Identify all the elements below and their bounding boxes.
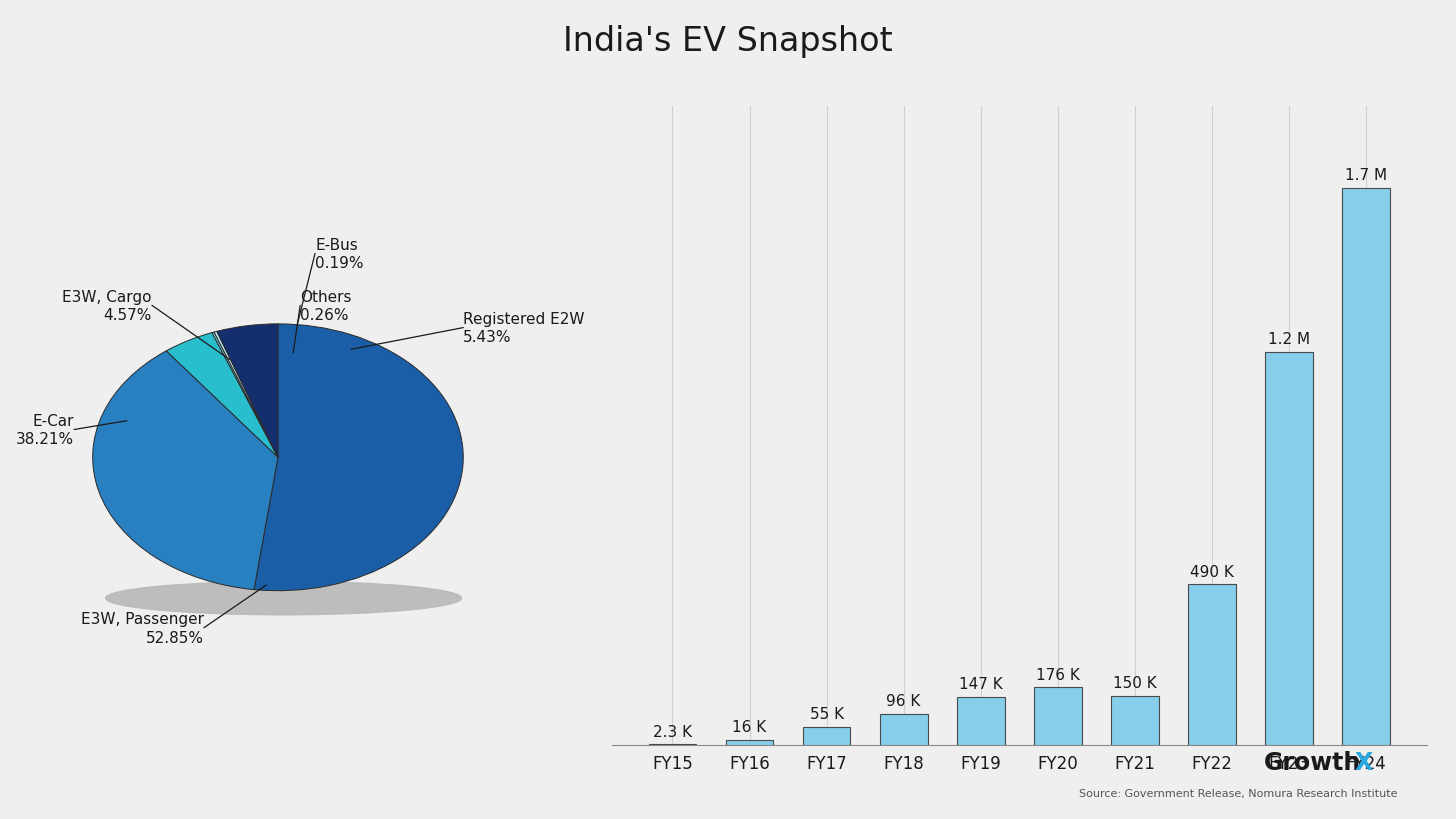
Text: E-Bus
0.19%: E-Bus 0.19% (314, 238, 364, 271)
Wedge shape (217, 324, 278, 458)
Text: X: X (1354, 750, 1373, 774)
Text: Registered E2W
5.43%: Registered E2W 5.43% (463, 311, 585, 345)
Bar (957, 697, 1005, 745)
Wedge shape (166, 333, 278, 458)
Bar (1188, 585, 1236, 745)
Text: 176 K: 176 K (1035, 667, 1080, 681)
Text: Growth: Growth (1264, 750, 1361, 774)
Text: 96 K: 96 K (887, 693, 920, 708)
Bar (725, 740, 773, 745)
Text: 2.3 K: 2.3 K (652, 724, 692, 739)
Wedge shape (253, 324, 463, 591)
Text: 1.7 M: 1.7 M (1345, 168, 1388, 183)
Wedge shape (213, 333, 278, 458)
Wedge shape (214, 332, 278, 458)
Bar (879, 714, 927, 745)
Text: 147 K: 147 K (960, 676, 1003, 691)
Wedge shape (93, 351, 278, 590)
Text: 490 K: 490 K (1190, 564, 1233, 579)
Text: Source: Government Release, Nomura Research Institute: Source: Government Release, Nomura Resea… (1079, 789, 1398, 799)
Text: India's EV Snapshot: India's EV Snapshot (563, 25, 893, 57)
Bar (1034, 688, 1082, 745)
Text: 1.2 M: 1.2 M (1268, 332, 1310, 346)
Bar (1111, 696, 1159, 745)
Text: 55 K: 55 K (810, 707, 843, 722)
Text: 16 K: 16 K (732, 719, 767, 734)
Bar (1265, 352, 1313, 745)
Text: E-Car
38.21%: E-Car 38.21% (16, 414, 74, 446)
Text: E3W, Cargo
4.57%: E3W, Cargo 4.57% (63, 289, 151, 323)
Bar (802, 727, 850, 745)
Text: 150 K: 150 K (1112, 676, 1156, 690)
Text: E3W, Passenger
52.85%: E3W, Passenger 52.85% (82, 611, 204, 645)
Ellipse shape (106, 581, 462, 615)
Text: Others
0.26%: Others 0.26% (300, 289, 352, 323)
Bar (1342, 188, 1390, 745)
